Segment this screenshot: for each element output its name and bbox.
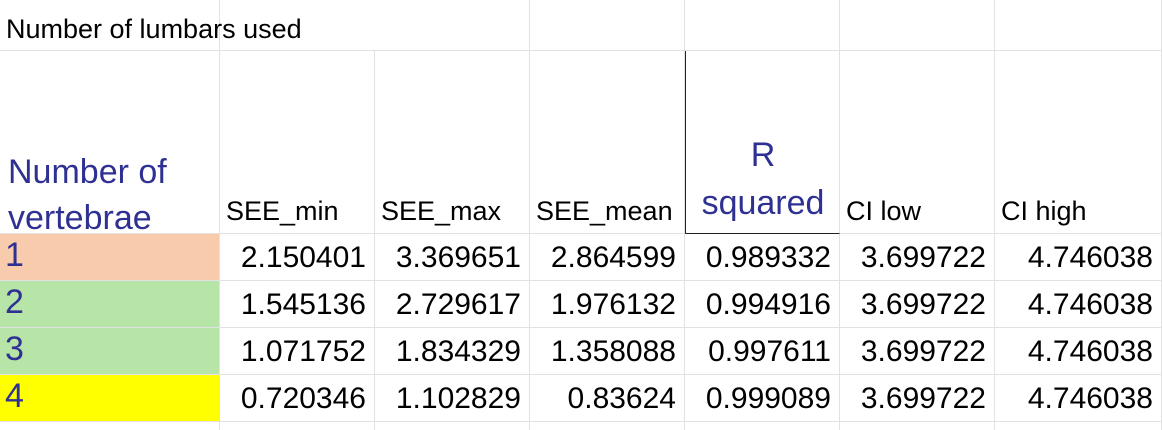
value-see-max: 2.729617 bbox=[395, 288, 521, 321]
cell-ci-low[interactable]: 3.699722 bbox=[840, 375, 995, 422]
header-cell-see-mean[interactable]: SEE_mean bbox=[530, 51, 685, 234]
cell-title-b[interactable] bbox=[220, 0, 375, 51]
value-ci-high: 4.746038 bbox=[1027, 288, 1153, 321]
cell-see-mean[interactable]: 0.83624 bbox=[530, 375, 685, 422]
value-see-mean: 2.864599 bbox=[550, 241, 676, 274]
cell-title-e[interactable] bbox=[685, 0, 840, 51]
header-see-mean: SEE_mean bbox=[536, 196, 673, 226]
row-label: 2 bbox=[5, 283, 24, 321]
value-ci-high: 4.746038 bbox=[1027, 241, 1153, 274]
row-label-cell[interactable]: 3 bbox=[0, 328, 220, 375]
row-label: 3 bbox=[5, 330, 24, 368]
empty-cell[interactable] bbox=[995, 422, 1162, 430]
value-r-squared: 0.994916 bbox=[705, 288, 831, 321]
value-see-max: 3.369651 bbox=[395, 241, 521, 274]
header-cell-see-max[interactable]: SEE_max bbox=[375, 51, 530, 234]
value-see-min: 1.545136 bbox=[240, 288, 366, 321]
header-ci-high: CI high bbox=[1001, 196, 1087, 226]
value-ci-high: 4.746038 bbox=[1027, 382, 1153, 415]
header-cell-r-squared[interactable]: R squared bbox=[685, 51, 840, 234]
value-see-mean: 1.976132 bbox=[550, 288, 676, 321]
empty-cell[interactable] bbox=[220, 422, 375, 430]
header-cell-ci-high[interactable]: CI high bbox=[995, 51, 1162, 234]
cell-see-min[interactable]: 1.071752 bbox=[220, 328, 375, 375]
cell-see-max[interactable]: 2.729617 bbox=[375, 281, 530, 328]
value-r-squared: 0.999089 bbox=[705, 382, 831, 415]
cell-ci-low[interactable]: 3.699722 bbox=[840, 234, 995, 281]
value-r-squared: 0.989332 bbox=[705, 241, 831, 274]
cell-title-d[interactable] bbox=[530, 0, 685, 51]
value-see-mean: 0.83624 bbox=[567, 382, 676, 415]
cell-r-squared[interactable]: 0.999089 bbox=[685, 375, 840, 422]
cell-ci-high[interactable]: 4.746038 bbox=[995, 234, 1162, 281]
cell-title-f[interactable] bbox=[840, 0, 995, 51]
header-cell-see-min[interactable]: SEE_min bbox=[220, 51, 375, 234]
header-cell-ci-low[interactable]: CI low bbox=[840, 51, 995, 234]
header-see-max: SEE_max bbox=[381, 196, 502, 226]
cell-ci-low[interactable]: 3.699722 bbox=[840, 328, 995, 375]
cell-r-squared[interactable]: 0.997611 bbox=[685, 328, 840, 375]
value-see-max: 1.834329 bbox=[395, 335, 521, 368]
value-ci-low: 3.699722 bbox=[860, 288, 986, 321]
header-ci-low: CI low bbox=[846, 196, 922, 226]
cell-r-squared[interactable]: 0.994916 bbox=[685, 281, 840, 328]
value-ci-high: 4.746038 bbox=[1027, 335, 1153, 368]
cell-see-max[interactable]: 3.369651 bbox=[375, 234, 530, 281]
empty-cell[interactable] bbox=[685, 422, 840, 430]
empty-cell[interactable] bbox=[0, 422, 220, 430]
value-see-min: 1.071752 bbox=[240, 335, 366, 368]
row-label: 1 bbox=[5, 236, 24, 274]
cell-title-g[interactable] bbox=[995, 0, 1162, 51]
sheet-title: Number of lumbars used bbox=[6, 14, 302, 44]
empty-cell[interactable] bbox=[375, 422, 530, 430]
cell-see-min[interactable]: 2.150401 bbox=[220, 234, 375, 281]
row-label-cell[interactable]: 1 bbox=[0, 234, 220, 281]
value-see-mean: 1.358088 bbox=[550, 335, 676, 368]
header-r-squared: R squared bbox=[701, 136, 825, 222]
cell-title-c[interactable] bbox=[375, 0, 530, 51]
cell-see-min[interactable]: 0.720346 bbox=[220, 375, 375, 422]
cell-r-squared[interactable]: 0.989332 bbox=[685, 234, 840, 281]
cell-see-mean[interactable]: 1.976132 bbox=[530, 281, 685, 328]
row-label-cell[interactable]: 2 bbox=[0, 281, 220, 328]
cell-see-max[interactable]: 1.102829 bbox=[375, 375, 530, 422]
value-see-min: 0.720346 bbox=[240, 382, 366, 415]
cell-see-max[interactable]: 1.834329 bbox=[375, 328, 530, 375]
cell-ci-low[interactable]: 3.699722 bbox=[840, 281, 995, 328]
row-label: 4 bbox=[5, 377, 24, 415]
value-ci-low: 3.699722 bbox=[860, 335, 986, 368]
cell-see-min[interactable]: 1.545136 bbox=[220, 281, 375, 328]
header-see-min: SEE_min bbox=[226, 196, 339, 226]
cell-see-mean[interactable]: 1.358088 bbox=[530, 328, 685, 375]
empty-cell[interactable] bbox=[840, 422, 995, 430]
value-r-squared: 0.997611 bbox=[708, 335, 831, 368]
value-ci-low: 3.699722 bbox=[860, 241, 986, 274]
empty-cell[interactable] bbox=[530, 422, 685, 430]
cell-see-mean[interactable]: 2.864599 bbox=[530, 234, 685, 281]
cell-ci-high[interactable]: 4.746038 bbox=[995, 375, 1162, 422]
cell-title-a[interactable]: Number of lumbars used bbox=[0, 0, 302, 51]
header-cell-number-of-vertebrae[interactable]: Number of vertebrae used bbox=[0, 51, 220, 283]
cell-ci-high[interactable]: 4.746038 bbox=[995, 328, 1162, 375]
value-ci-low: 3.699722 bbox=[860, 382, 986, 415]
cell-ci-high[interactable]: 4.746038 bbox=[995, 281, 1162, 328]
value-see-min: 2.150401 bbox=[240, 241, 366, 274]
value-see-max: 1.102829 bbox=[395, 382, 521, 415]
row-label-cell[interactable]: 4 bbox=[0, 375, 220, 422]
